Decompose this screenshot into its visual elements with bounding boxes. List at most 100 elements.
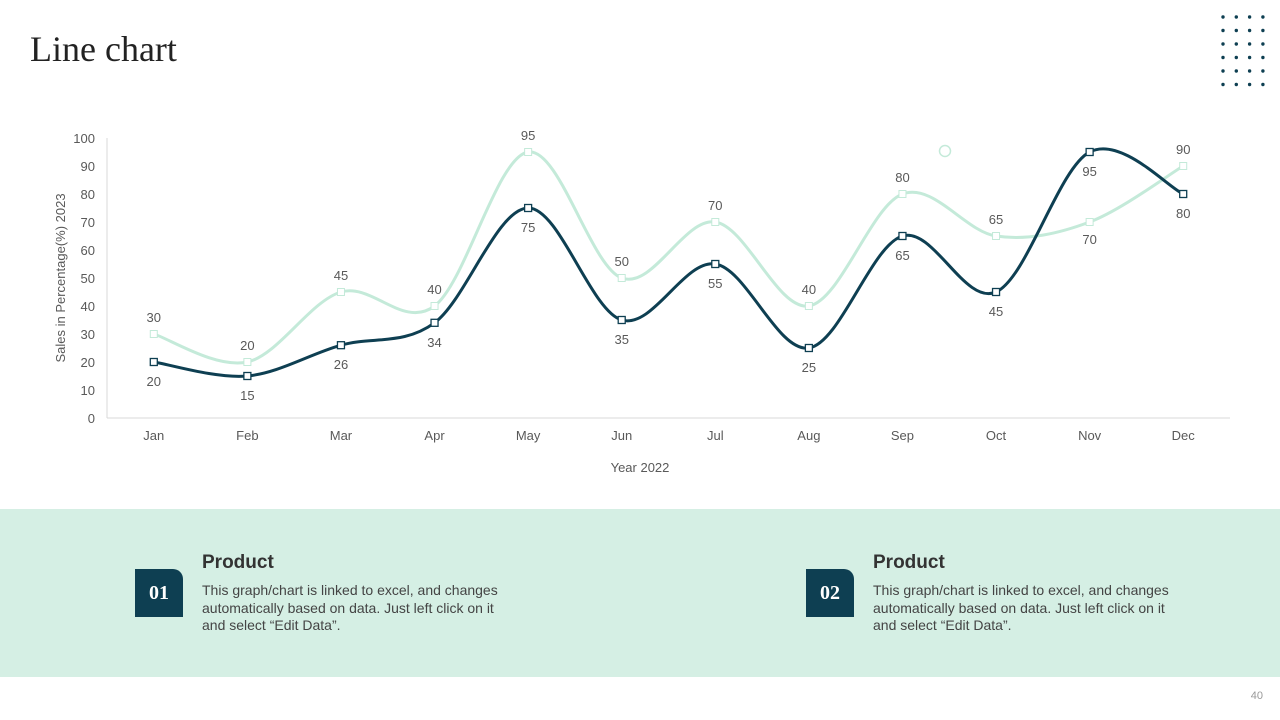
series-1-data-label: 30	[147, 310, 161, 325]
series-2-data-label: 26	[334, 357, 348, 372]
x-tick-label: May	[516, 428, 541, 443]
card-description: This graph/chart is linked to excel, and…	[202, 582, 498, 633]
y-tick-label: 20	[81, 355, 95, 370]
decorative-dot	[1234, 82, 1238, 87]
decorative-dot	[1234, 55, 1238, 60]
decorative-dot	[1247, 15, 1252, 19]
product-card-2: 02 Product This graph/chart is linked to…	[806, 552, 1246, 633]
y-tick-label: 70	[81, 215, 95, 230]
card-number-badge: 01	[135, 569, 183, 617]
series-1-marker	[711, 218, 720, 226]
series-2-data-label: 55	[708, 276, 722, 291]
series-1-marker	[243, 358, 252, 366]
series-2-marker	[523, 203, 533, 213]
line-chart[interactable]: 0 10 20 30 40 50 60 70 80 90 100 Jan Feb Mar Apr May Jun…	[0, 0, 1280, 500]
x-tick-label: Nov	[1078, 428, 1102, 443]
decorative-dot	[1247, 42, 1252, 46]
series-2-marker	[336, 341, 346, 350]
series-2-marker	[617, 315, 626, 325]
x-tick-label: Dec	[1172, 428, 1196, 443]
series-line-2	[153, 147, 1184, 378]
x-tick-label: Oct	[986, 428, 1007, 443]
series-1-data-label: 20	[240, 338, 254, 353]
page-number: 40	[1250, 690, 1263, 702]
x-tick-label: Jun	[611, 428, 632, 443]
decorative-dot-grid	[1221, 15, 1265, 87]
series-2-marker	[430, 318, 439, 327]
series-2-data-label: 20	[147, 374, 161, 389]
decorative-dot	[1221, 82, 1225, 87]
x-tick-label: Sep	[891, 428, 914, 443]
series-1-data-label: 95	[521, 128, 535, 143]
y-tick-label: 10	[81, 383, 95, 398]
y-tick-label: 90	[81, 159, 95, 174]
series-2-data-label: 35	[614, 332, 628, 347]
card-number-badge: 02	[806, 569, 854, 617]
slide-title: Line chart	[30, 29, 177, 69]
series-2-marker	[711, 259, 720, 269]
product-card-1: 01 Product This graph/chart is linked to…	[135, 552, 575, 633]
series-1-data-label: 50	[614, 254, 628, 269]
series-1-data-label: 65	[989, 212, 1003, 227]
y-axis-title: Sales in Percentage(%) 2023	[53, 193, 68, 362]
decorative-dot	[1261, 82, 1265, 87]
series-1-marker	[1085, 218, 1094, 226]
card-heading: Product	[873, 552, 945, 573]
x-tick-label: Jul	[707, 428, 724, 443]
decorative-dot	[1247, 82, 1252, 87]
series-1-data-label: 90	[1176, 142, 1190, 157]
series-1-marker	[617, 274, 626, 282]
y-tick-label: 80	[81, 187, 95, 202]
series-2-data-label: 95	[1082, 164, 1096, 179]
series-1-data-label: 70	[1082, 232, 1096, 247]
decorative-circle	[938, 144, 952, 158]
series-1-marker	[149, 330, 158, 338]
decorative-dot	[1261, 28, 1265, 33]
x-tick-label: Aug	[797, 428, 820, 443]
series-2-data-label: 75	[521, 220, 535, 235]
series-1-marker	[804, 302, 813, 310]
series-1-marker	[430, 302, 439, 310]
series-2-data-label: 80	[1176, 206, 1190, 221]
x-tick-label: Mar	[330, 428, 353, 443]
series-2-data-label: 45	[989, 304, 1003, 319]
y-tick-label: 50	[81, 271, 95, 286]
decorative-dot	[1234, 15, 1238, 19]
x-axis-title: Year 2022	[611, 460, 670, 475]
y-tick-label: 100	[73, 131, 95, 146]
decorative-dot	[1221, 15, 1225, 19]
series-2-marker	[991, 287, 1001, 297]
series-2-marker	[804, 343, 814, 353]
card-description: This graph/chart is linked to excel, and…	[873, 582, 1169, 633]
series-2-marker	[1179, 189, 1188, 199]
y-tick-label: 60	[81, 243, 95, 258]
series-2-data-label: 65	[895, 248, 909, 263]
decorative-dot	[1234, 28, 1238, 33]
decorative-dot	[1261, 42, 1265, 46]
x-tick-label: Jan	[143, 428, 164, 443]
decorative-dot	[1234, 42, 1238, 46]
decorative-dot	[1221, 69, 1225, 73]
series-2-marker	[243, 371, 252, 381]
series-2-marker	[898, 231, 907, 241]
x-tick-label: Feb	[236, 428, 258, 443]
y-tick-label: 30	[81, 327, 95, 342]
decorative-dot	[1261, 15, 1265, 19]
series-1-marker	[524, 148, 533, 156]
series-1-data-label: 40	[802, 282, 816, 297]
y-tick-label: 0	[88, 411, 95, 426]
series-1-data-label: 45	[334, 268, 348, 283]
series-2-marker	[149, 357, 158, 367]
info-band: 01 Product This graph/chart is linked to…	[0, 509, 1280, 677]
series-2-data-label: 34	[427, 335, 441, 350]
card-heading: Product	[202, 552, 274, 573]
series-2-marker	[1085, 147, 1094, 157]
decorative-dot	[1247, 69, 1252, 73]
decorative-dot	[1221, 55, 1225, 60]
series-1-marker	[336, 288, 345, 296]
decorative-dot	[1261, 69, 1265, 73]
series-2-data-label: 25	[802, 360, 816, 375]
decorative-dot	[1221, 42, 1225, 46]
series-line-1	[153, 150, 1184, 365]
series-1-data-label: 80	[895, 170, 909, 185]
